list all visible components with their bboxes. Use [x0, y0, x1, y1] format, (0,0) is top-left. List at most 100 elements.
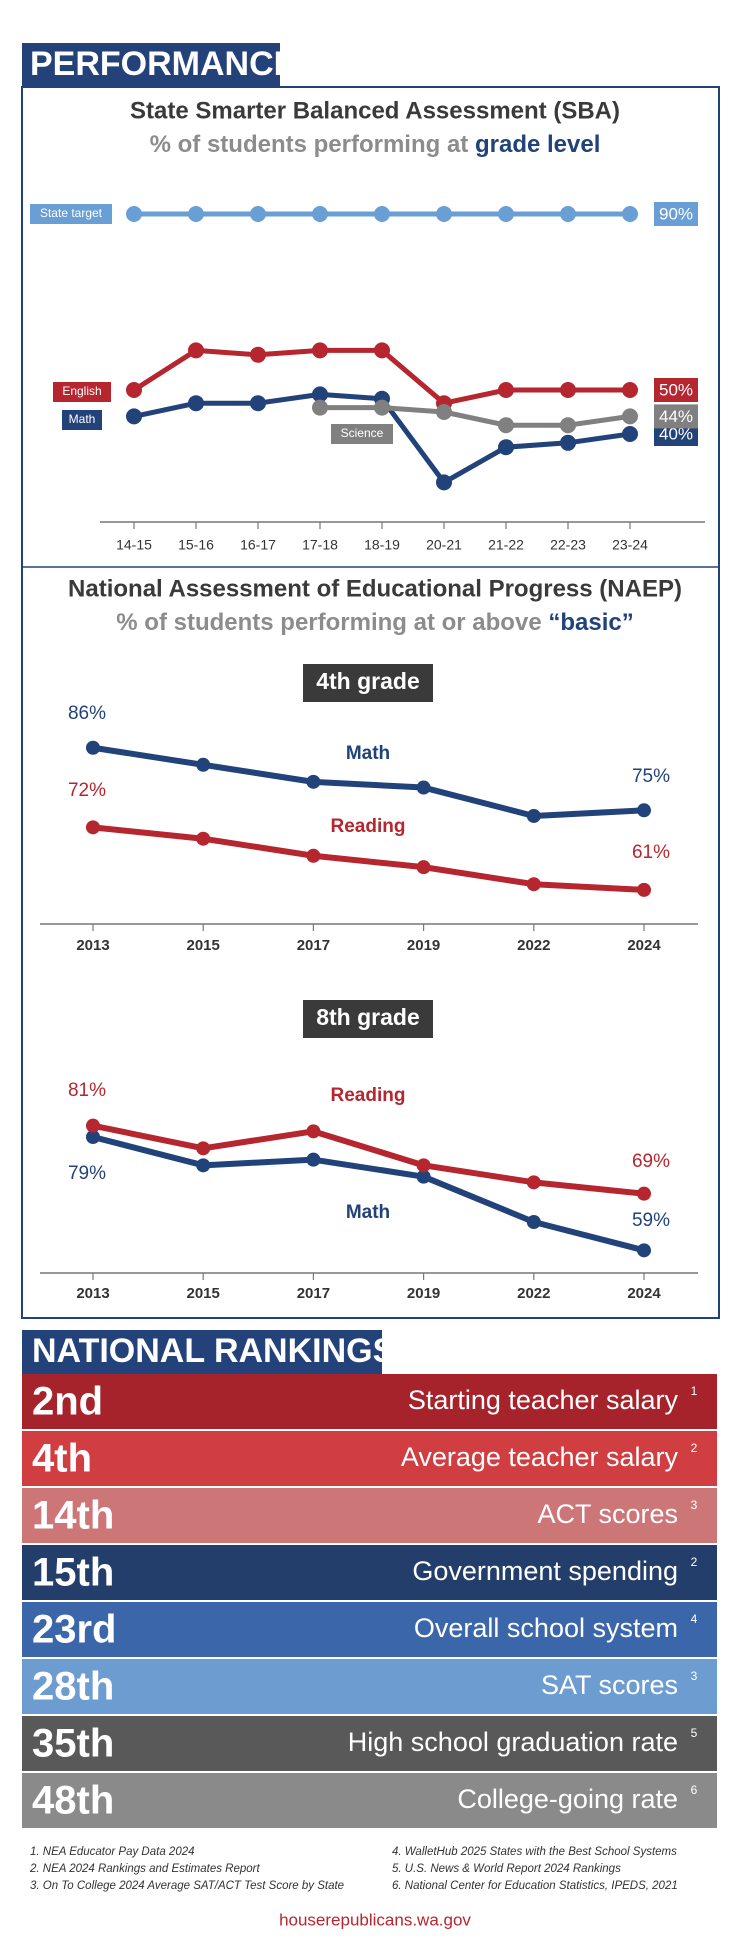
x-tick-label: 2022: [517, 1285, 550, 1302]
data-point: [306, 848, 321, 863]
data-point: [188, 206, 204, 222]
x-tick-label: 2022: [517, 937, 550, 954]
x-tick-label: 2013: [76, 1285, 109, 1302]
data-point: [126, 382, 142, 398]
data-point: [498, 439, 514, 456]
data-point: [560, 206, 576, 222]
ranking-label: ACT scores: [537, 1499, 678, 1529]
subtitle-emphasis: grade level: [475, 131, 600, 158]
data-point: [526, 877, 541, 892]
x-tick-label: 2013: [76, 937, 109, 954]
subtitle-emphasis: “basic”: [548, 609, 633, 636]
series-line: [320, 405, 631, 428]
ranking-label: Average teacher salary: [401, 1442, 679, 1472]
data-point: [86, 820, 100, 835]
data-point: [622, 408, 638, 425]
ranking-label: College-going rate: [457, 1784, 678, 1814]
data-point: [526, 1215, 541, 1229]
ranking-rank: 2nd: [32, 1380, 103, 1424]
value-label: 59%: [632, 1210, 670, 1231]
data-point: [306, 1152, 321, 1167]
footnote: 3. On To College 2024 Average SAT/ACT Te…: [30, 1880, 344, 1892]
x-tick-label: 2015: [187, 937, 220, 954]
value-label: 79%: [68, 1163, 106, 1184]
x-tick-label: 2024: [627, 937, 661, 954]
ranking-note: 6: [691, 1783, 698, 1797]
data-point: [86, 1130, 100, 1144]
series-label: Science: [341, 426, 384, 440]
ranking-rank: 35th: [32, 1722, 114, 1766]
series-line: [92, 1122, 645, 1197]
data-point: [196, 831, 211, 846]
header-banner: [22, 43, 280, 87]
x-tick-label: 2019: [407, 1285, 440, 1302]
ranking-rank: 48th: [32, 1779, 114, 1823]
rankings-title: NATIONAL RANKINGS: [32, 1332, 395, 1370]
data-point: [560, 417, 576, 434]
series-label: Reading: [331, 1085, 406, 1106]
ranking-row: [22, 1716, 717, 1771]
data-point: [126, 206, 142, 222]
data-point: [374, 399, 390, 416]
data-point: [637, 882, 651, 897]
ranking-row: [22, 1545, 717, 1600]
series-label: Math: [346, 1202, 390, 1223]
series-label-box: [331, 424, 393, 444]
data-point: [622, 206, 638, 222]
series-label-box: [62, 410, 102, 430]
x-tick-label: 16-17: [240, 537, 276, 553]
ranking-note: 2: [691, 1555, 698, 1569]
subtitle-text: % of students performing at or above: [116, 609, 541, 636]
data-point: [306, 774, 321, 789]
data-point: [560, 382, 576, 398]
data-point: [436, 474, 452, 491]
data-point: [637, 1186, 651, 1201]
data-point: [622, 426, 638, 442]
ranking-label: High school graduation rate: [348, 1727, 678, 1757]
value-label: 50%: [659, 380, 693, 399]
ranking-rank: 14th: [32, 1494, 114, 1538]
chart-frame: [21, 86, 720, 1319]
ranking-note: 3: [691, 1498, 698, 1512]
value-label-box: [654, 202, 698, 226]
series-line: [92, 824, 645, 893]
data-point: [312, 342, 328, 359]
data-point: [196, 1141, 211, 1156]
ranking-label: Overall school system: [414, 1613, 678, 1643]
series-label: English: [62, 384, 101, 398]
data-point: [250, 346, 266, 363]
x-tick-label: 20-21: [426, 537, 462, 553]
data-point: [126, 408, 142, 425]
naep-title: National Assessment of Educational Progr…: [68, 575, 682, 602]
data-point: [196, 757, 211, 772]
x-tick-label: 22-23: [550, 537, 586, 553]
x-tick-label: 21-22: [488, 537, 524, 553]
data-point: [560, 434, 576, 451]
ranking-label: SAT scores: [541, 1670, 678, 1700]
footer: houserepublicans.wa.gov: [279, 1910, 471, 1929]
ranking-note: 2: [691, 1441, 698, 1455]
data-point: [250, 206, 266, 222]
ranking-rank: 4th: [32, 1437, 92, 1481]
chart-heading: 4th grade: [316, 668, 420, 694]
data-point: [374, 206, 390, 222]
ranking-rank: 28th: [32, 1665, 114, 1709]
series-line: [92, 1134, 645, 1254]
header-title: PERFORMANCE: [30, 45, 296, 83]
data-point: [416, 1169, 431, 1184]
data-point: [526, 1175, 541, 1190]
series-label: Reading: [331, 816, 406, 837]
x-tick-label: 17-18: [302, 537, 338, 553]
value-label-box: [654, 404, 698, 429]
series-label: State target: [40, 206, 103, 220]
x-tick-label: 2017: [297, 937, 330, 954]
ranking-note: 3: [691, 1669, 698, 1683]
x-tick-label: 18-19: [364, 537, 400, 553]
series-label-box: [30, 204, 112, 224]
series-label: Math: [69, 412, 96, 426]
x-tick-label: 2019: [407, 937, 440, 954]
value-label: 72%: [68, 780, 106, 801]
data-point: [416, 860, 431, 875]
ranking-rank: 15th: [32, 1551, 114, 1595]
ranking-row: [22, 1374, 717, 1429]
